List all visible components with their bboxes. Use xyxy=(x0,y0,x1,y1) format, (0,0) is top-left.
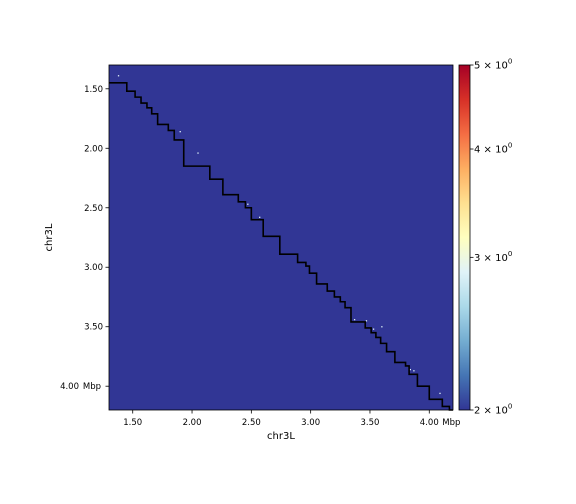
colorbar: 2 × 100 3 × 100 4 × 100 5 × 100 xyxy=(458,58,512,417)
speckle-point xyxy=(413,370,415,372)
x-axis-label: chr3L xyxy=(267,431,295,442)
speckle-point xyxy=(353,318,356,321)
speckle-point xyxy=(365,320,368,322)
colorbar-tick-label: 2 × 100 xyxy=(474,403,512,417)
speckle-point xyxy=(117,75,120,77)
speckle-layer xyxy=(117,75,441,395)
x-tick-label: 2.00 xyxy=(183,418,202,428)
x-tick-label: 3.00 xyxy=(301,418,320,428)
y-tick-label: 2.50 xyxy=(84,204,103,214)
y-axis-label: chr3L xyxy=(44,223,55,251)
colorbar-frame xyxy=(458,64,471,411)
x-tick-label: 2.50 xyxy=(242,418,261,428)
heatmap-plot-area xyxy=(108,64,454,411)
colorbar-gradient xyxy=(459,65,470,410)
speckle-point xyxy=(439,392,441,395)
colorbar-tick-label: 4 × 100 xyxy=(474,142,512,156)
colorbar-tick-label: 3 × 100 xyxy=(474,250,512,264)
colorbar-tick-label: 5 × 100 xyxy=(474,58,512,72)
y-axis-unit-label: Mbp xyxy=(83,382,101,392)
speckle-point xyxy=(381,326,383,328)
y-axis-ticks: 1.50 2.00 2.50 3.00 3.50 4.00 xyxy=(60,85,109,392)
heatmap-frame xyxy=(108,64,454,411)
colorbar-ticks: 2 × 100 3 × 100 4 × 100 5 × 100 xyxy=(470,58,512,417)
speckle-point xyxy=(372,328,375,330)
x-axis-unit-label: Mbp xyxy=(442,418,460,428)
y-tick-label: 3.50 xyxy=(84,323,103,333)
x-axis-ticks: 1.50 2.00 2.50 3.00 3.50 4.00 xyxy=(123,410,439,428)
speckle-point xyxy=(197,152,199,154)
speckle-point xyxy=(179,131,181,133)
y-tick-label: 3.00 xyxy=(84,263,103,273)
speckle-point xyxy=(247,203,249,205)
y-tick-label: 1.50 xyxy=(84,85,103,95)
y-tick-label: 4.00 xyxy=(60,382,79,392)
speckle-point xyxy=(259,216,261,218)
x-tick-label: 3.50 xyxy=(360,418,379,428)
heatmap-background xyxy=(109,65,453,410)
y-tick-label: 2.00 xyxy=(84,144,103,154)
x-tick-label: 4.00 xyxy=(420,418,439,428)
x-tick-label: 1.50 xyxy=(123,418,142,428)
tad-boundary-line xyxy=(109,82,453,411)
speckle-point xyxy=(409,368,411,371)
